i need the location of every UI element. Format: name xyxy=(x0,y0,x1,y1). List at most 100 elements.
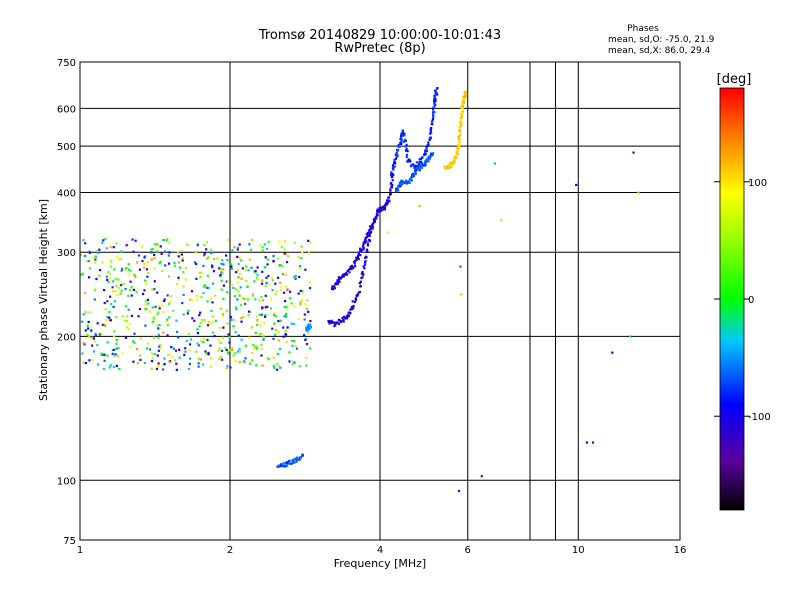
data-point xyxy=(133,332,136,335)
data-point xyxy=(452,160,455,163)
x-tick-label: 4 xyxy=(377,545,383,556)
data-point xyxy=(158,307,161,310)
data-point xyxy=(306,299,309,302)
data-point xyxy=(229,366,232,369)
data-point xyxy=(444,166,447,169)
data-point xyxy=(115,316,118,319)
data-point xyxy=(120,289,123,292)
data-point xyxy=(157,333,160,336)
data-point xyxy=(428,138,431,141)
data-point xyxy=(345,271,348,275)
data-point xyxy=(124,305,127,308)
data-point xyxy=(260,296,263,299)
data-point xyxy=(113,353,116,356)
data-point xyxy=(411,163,414,166)
data-point xyxy=(177,255,180,258)
data-point xyxy=(309,326,312,329)
data-point xyxy=(301,453,305,457)
data-point xyxy=(396,187,399,190)
data-point xyxy=(450,164,453,167)
data-point xyxy=(287,462,291,465)
data-point xyxy=(400,181,403,184)
data-point xyxy=(260,343,263,346)
data-point xyxy=(291,344,294,347)
data-point xyxy=(255,323,259,327)
data-point xyxy=(419,164,422,167)
data-point xyxy=(500,219,503,222)
data-point xyxy=(292,305,295,308)
data-point xyxy=(197,362,200,365)
data-point xyxy=(266,258,269,261)
data-point xyxy=(175,362,178,365)
data-point xyxy=(168,360,171,363)
data-point xyxy=(493,162,497,165)
colorbar-tick-label: 100 xyxy=(748,178,767,189)
data-point xyxy=(146,342,150,345)
data-point xyxy=(300,257,303,260)
data-point xyxy=(400,132,403,135)
data-point xyxy=(363,263,367,266)
data-point xyxy=(234,352,237,355)
data-point xyxy=(390,186,394,189)
data-point xyxy=(146,260,150,264)
data-point xyxy=(413,173,416,177)
data-point xyxy=(351,300,354,303)
data-point xyxy=(307,331,310,334)
data-point xyxy=(126,326,129,329)
data-point xyxy=(284,312,287,315)
data-point xyxy=(401,131,404,134)
data-point xyxy=(458,126,461,129)
data-point xyxy=(397,189,400,192)
data-point xyxy=(87,259,90,263)
data-point xyxy=(138,354,142,357)
data-point xyxy=(426,157,430,160)
data-point xyxy=(182,293,185,296)
data-point xyxy=(206,274,209,278)
data-point xyxy=(88,311,91,314)
plot-frame xyxy=(79,61,681,541)
data-point xyxy=(400,183,404,186)
data-point xyxy=(183,353,186,357)
data-point xyxy=(297,317,300,321)
data-point xyxy=(108,272,112,275)
data-point xyxy=(359,280,363,283)
data-point xyxy=(212,270,216,273)
data-point xyxy=(400,138,403,141)
data-point xyxy=(220,349,224,352)
data-point xyxy=(207,351,210,355)
data-point xyxy=(117,278,120,281)
data-point xyxy=(91,344,94,347)
data-point xyxy=(284,273,287,276)
data-point xyxy=(196,332,199,335)
data-point xyxy=(284,329,287,332)
data-point xyxy=(357,291,360,294)
data-point xyxy=(231,249,234,252)
data-point xyxy=(426,158,429,162)
data-point xyxy=(145,347,149,350)
data-point xyxy=(637,191,640,194)
data-point xyxy=(238,243,241,246)
data-point xyxy=(244,357,247,360)
data-point xyxy=(228,349,231,352)
data-point xyxy=(279,281,282,285)
y-axis-label: Stationary phase Virtual Height [km] xyxy=(37,199,50,401)
data-point xyxy=(430,126,433,130)
data-point xyxy=(432,111,435,114)
data-point xyxy=(455,148,459,151)
data-point xyxy=(342,315,345,318)
data-point xyxy=(250,248,253,251)
data-point xyxy=(87,335,91,338)
data-point xyxy=(150,248,153,251)
data-point xyxy=(386,201,389,204)
data-point xyxy=(412,172,415,175)
data-point xyxy=(431,123,434,126)
data-point xyxy=(420,162,423,165)
data-point xyxy=(460,105,463,108)
data-point xyxy=(461,102,464,105)
data-point xyxy=(272,364,275,367)
data-point xyxy=(308,280,311,284)
data-point xyxy=(214,294,217,297)
data-point xyxy=(141,292,145,296)
data-point xyxy=(218,267,221,270)
data-point xyxy=(86,324,89,327)
